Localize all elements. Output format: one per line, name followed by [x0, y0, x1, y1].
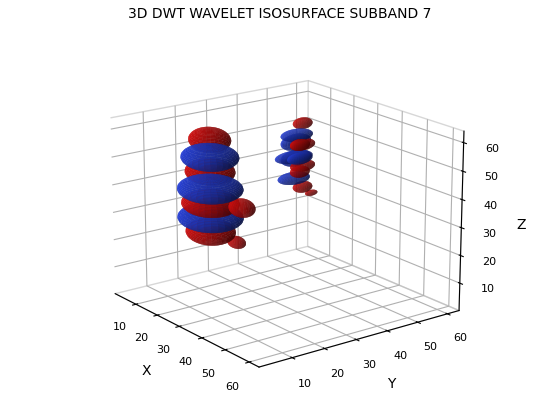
Title: 3D DWT WAVELET ISOSURFACE SUBBAND 7: 3D DWT WAVELET ISOSURFACE SUBBAND 7 [128, 7, 432, 21]
Y-axis label: Y: Y [388, 377, 396, 391]
X-axis label: X: X [142, 364, 151, 378]
